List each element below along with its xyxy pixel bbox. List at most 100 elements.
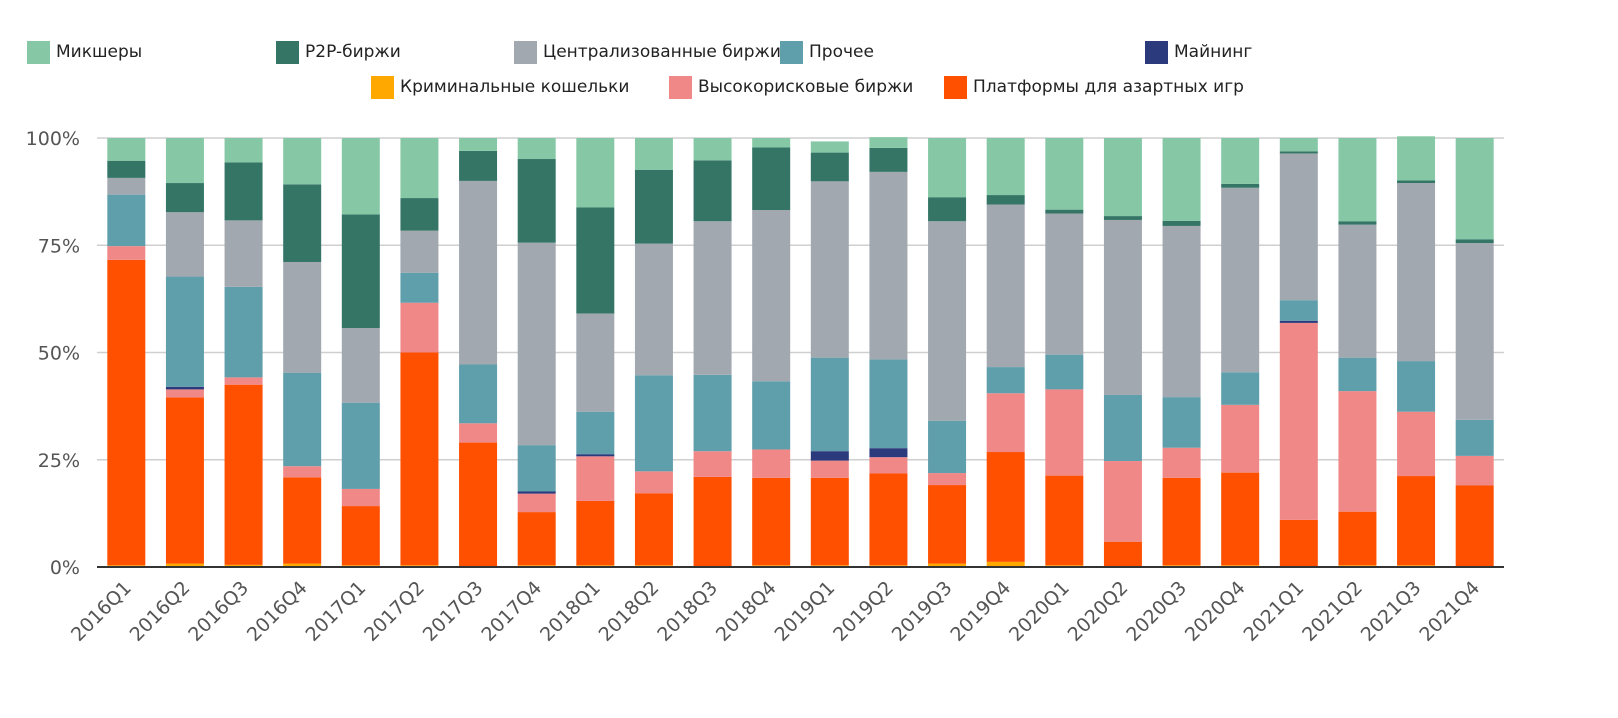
bar-segment — [224, 286, 263, 378]
x-tick-label: 2017Q2 — [360, 577, 429, 646]
bar-segment — [576, 500, 615, 566]
y-tick-label: 75% — [38, 235, 80, 257]
bar-segment — [1045, 213, 1084, 355]
bar-segment — [1221, 472, 1260, 566]
x-tick-label: 2017Q1 — [301, 577, 370, 646]
bar-segment — [517, 512, 556, 566]
bar-segment — [165, 276, 204, 387]
bar-segment — [400, 302, 439, 353]
legend-label-centralized: Централизованные биржи — [543, 42, 781, 62]
bar-segment — [986, 195, 1025, 205]
x-tick-label: 2018Q1 — [536, 577, 605, 646]
bar-segment — [1338, 511, 1377, 566]
bar-segment — [1397, 183, 1436, 362]
bar-segment — [1279, 519, 1318, 567]
bar-segment — [1279, 138, 1318, 152]
bar-segment — [986, 138, 1025, 196]
x-tick-label: 2017Q4 — [477, 577, 546, 646]
bar-segment — [693, 138, 732, 161]
x-tick-label: 2020Q3 — [1122, 577, 1191, 646]
legend-label-high-risk: Высокорисковые биржи — [698, 77, 914, 97]
bar-segment — [165, 183, 204, 213]
legend-item-other[interactable]: Прочее — [780, 39, 874, 65]
bar-segment — [752, 147, 791, 211]
bar-segment — [224, 162, 263, 221]
bar-segment — [869, 457, 908, 474]
bar-segment — [1162, 220, 1201, 226]
x-tick-label: 2016Q3 — [184, 577, 253, 646]
bar-segment — [869, 473, 908, 566]
bar-segment — [400, 352, 439, 566]
bar-segment — [986, 204, 1025, 368]
bar-segment — [107, 246, 146, 260]
bar-segment — [634, 138, 673, 170]
bar-segment — [165, 563, 204, 567]
legend-swatch-p2p — [276, 40, 299, 64]
x-tick-label: 2021Q4 — [1415, 577, 1484, 646]
legend: Микшеры P2P-биржи Централизованные биржи… — [0, 0, 1618, 120]
legend-swatch-centralized — [514, 40, 537, 64]
x-tick-label: 2016Q1 — [67, 577, 136, 646]
bar-segment — [400, 138, 439, 199]
bar-segment — [283, 466, 322, 478]
bar-segment — [1103, 216, 1142, 220]
bar-segment — [224, 138, 263, 163]
bar-segment — [459, 364, 498, 424]
bar-segment — [869, 171, 908, 360]
bar-segment — [1221, 183, 1260, 188]
bar-segment — [752, 449, 791, 478]
x-tick-label: 2021Q1 — [1239, 577, 1308, 646]
legend-item-centralized[interactable]: Централизованные биржи — [514, 39, 781, 65]
bar-segment — [341, 214, 380, 329]
bar-segment — [517, 242, 556, 446]
bar-segment — [107, 259, 146, 566]
bar-segment — [1103, 219, 1142, 395]
bar-segment — [1455, 455, 1494, 486]
bar-segment — [576, 207, 615, 314]
legend-item-mining[interactable]: Майнинг — [1145, 39, 1252, 65]
bar-segment — [693, 374, 732, 452]
legend-swatch-gambling — [944, 75, 967, 99]
bar-segment — [1162, 138, 1201, 221]
bar-segment — [1045, 389, 1084, 476]
legend-label-mining: Майнинг — [1174, 42, 1253, 62]
bar-segment — [1397, 136, 1436, 181]
bar-segment — [400, 272, 439, 303]
bar-segment — [1045, 138, 1084, 210]
bar-segment — [283, 372, 322, 467]
x-tick-label: 2019Q4 — [946, 577, 1015, 646]
x-tick-label: 2017Q3 — [419, 577, 488, 646]
bar-segment — [752, 381, 791, 450]
bar-segment — [576, 456, 615, 501]
bar-segment — [928, 197, 967, 222]
bar-segment — [165, 212, 204, 277]
legend-swatch-criminal — [371, 75, 394, 99]
bar-segment — [165, 397, 204, 564]
legend-item-mixers[interactable]: Микшеры — [27, 39, 142, 65]
legend-item-gambling[interactable]: Платформы для азартных игр — [944, 74, 1244, 100]
bar-segment — [752, 477, 791, 566]
bar-segment — [576, 411, 615, 455]
bar-segment — [928, 473, 967, 486]
legend-item-high-risk[interactable]: Высокорисковые биржи — [669, 74, 913, 100]
bar-segment — [224, 220, 263, 287]
bar-segment — [810, 181, 849, 358]
bar-segment — [517, 159, 556, 243]
bar-segment — [576, 454, 615, 457]
bar-segment — [1045, 475, 1084, 566]
bar-segment — [1455, 243, 1494, 420]
x-tick-label: 2018Q2 — [595, 577, 664, 646]
y-tick-label: 0% — [50, 557, 80, 579]
bar-segment — [165, 138, 204, 184]
bar-segment — [1338, 224, 1377, 358]
legend-swatch-high-risk — [669, 75, 692, 99]
bar-segment — [1279, 320, 1318, 323]
x-tick-label: 2016Q2 — [126, 577, 195, 646]
legend-item-p2p[interactable]: P2P-биржи — [276, 39, 401, 65]
bar-segment — [224, 377, 263, 385]
bar-segment — [634, 471, 673, 494]
bar-segment — [1045, 354, 1084, 390]
legend-label-mixers: Микшеры — [56, 42, 143, 62]
x-tick-label: 2018Q4 — [712, 577, 781, 646]
legend-item-criminal[interactable]: Криминальные кошельки — [371, 74, 629, 100]
